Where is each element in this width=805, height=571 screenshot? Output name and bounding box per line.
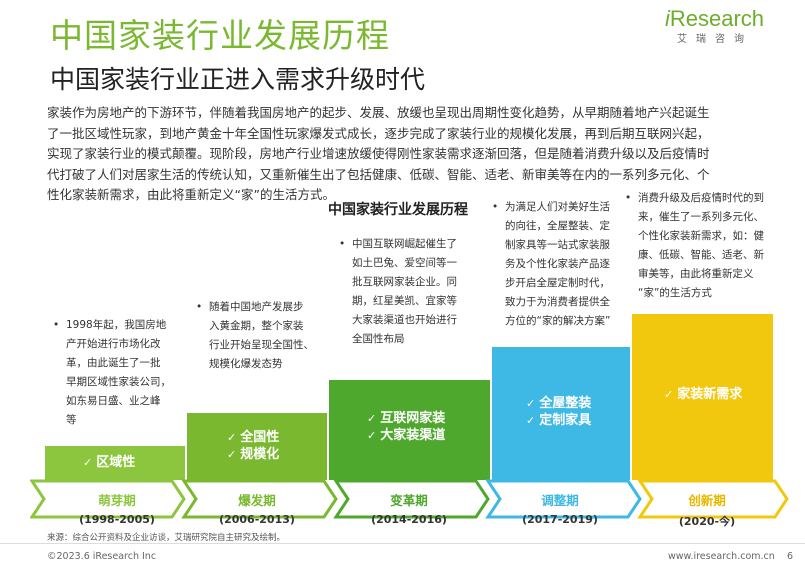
desc-line: 随着中国地产发展步: [209, 301, 304, 313]
desc-line: 期，红星美凯、宜家等: [352, 295, 457, 307]
bullet-dot: •: [53, 319, 60, 331]
period-label-3: (2014-2016): [371, 513, 447, 526]
bar-label-5: ✓ 家装新需求: [664, 387, 743, 402]
desc-line: 消费升级及后疫情时代的到: [638, 192, 764, 204]
page-number: 6: [787, 551, 794, 562]
desc-line: 批互联网家装企业。同: [352, 276, 457, 288]
check-icon: ✓: [227, 431, 237, 444]
arrow-stage-1: [30, 479, 186, 519]
copyright: ©2023.6 iResearch Inc: [47, 551, 157, 562]
desc-line: 等: [66, 414, 77, 426]
desc-line: 审美等，由此将重新定义: [638, 268, 754, 280]
desc-line: 大家装渠道也开始进行: [352, 314, 457, 326]
bullet-dot: •: [196, 301, 203, 313]
intro-line: 家装作为房地产的下游环节，伴随着我国房地产的起步、发展、放缓也呈现出周期性变化趋…: [47, 105, 710, 120]
desc-line: 务及个性化家装产品逐: [505, 258, 610, 270]
desc-line: “家”的生活方式: [638, 287, 712, 299]
source-note: 来源：综合公开资料及企业访谈，艾瑞研究院自主研究及绘制。: [47, 533, 286, 543]
intro-line: 代打破了人们对居家生活的传统认知，又重新催生出了包括健康、低碳、智能、适老、新审…: [47, 166, 710, 182]
desc-line: 早期区域性家装公司，: [66, 376, 171, 388]
intro-line: 了一批区域性玩家，到地产黄金十年全国性玩家爆发式成长，逐步完成了家装行业的规模化…: [47, 125, 710, 141]
bullet-dot: •: [625, 192, 632, 204]
phase-label-5: 创新期: [688, 493, 726, 508]
intro-line: 性化家装新需求，由此将重新定义“家”的生活方式。: [47, 187, 335, 202]
arrow-stage-2: [181, 479, 338, 519]
desc-line: 致力于为消费者提供全: [505, 296, 610, 308]
desc-line: 康、低碳、智能、适老、新: [638, 249, 764, 261]
stage-description-3: • 中国互联网崛起催生了 如土巴兔、爱空间等一 批互联网家装企业。同 期，红星美…: [339, 235, 482, 349]
period-label-1: (1998-2005): [79, 513, 155, 526]
logo-brand: Research: [669, 6, 765, 31]
desc-line: 中国互联网崛起催生了: [352, 238, 457, 250]
arrow-stage-4: [485, 479, 642, 519]
desc-line: 制家具等一站式家装服: [505, 239, 610, 251]
stage-bar-1: ✓ 区域性: [45, 446, 185, 480]
phase-label-2: 爆发期: [238, 493, 276, 508]
check-icon: ✓: [526, 414, 536, 427]
logo-letter-i: i: [665, 6, 670, 31]
iresearch-logo: iResearch 艾瑞咨询: [665, 6, 775, 45]
desc-line: 入黄金期，整个家装: [209, 320, 304, 332]
desc-line: 步开启全屋定制时代，: [505, 277, 610, 289]
logo-tagline: 艾瑞咨询: [677, 34, 753, 45]
desc-line: 的向往，全屋整装、定: [505, 220, 610, 232]
desc-line: 如土巴兔、爱空间等一: [352, 257, 457, 269]
bar-label-1: ✓ 区域性: [83, 455, 136, 470]
period-label-2: (2006-2013): [219, 513, 295, 526]
check-icon: ✓: [367, 412, 377, 425]
check-icon: ✓: [526, 397, 536, 410]
bar-label-3: ✓ 互联网家装 ✓ 大家装渠道: [367, 411, 446, 443]
phase-label-4: 调整期: [541, 493, 579, 508]
stage-bar-4: ✓ 全屋整装 ✓ 定制家具: [492, 347, 630, 480]
intro-line: 实现了家装行业的模式颠覆。现阶段，房地产行业增速放缓使得刚性家装需求逐渐回落，但…: [47, 146, 710, 161]
desc-line: 来，催生了一系列多元化、: [638, 211, 764, 223]
period-label-5: (2020-今): [678, 515, 736, 528]
period-label-4: (2017-2019): [522, 513, 598, 526]
footer-divider: [0, 543, 805, 544]
intro-paragraph: 家装作为房地产的下游环节，伴随着我国房地产的起步、发展、放缓也呈现出周期性变化趋…: [47, 103, 772, 206]
stage-description-4: • 为满足人们对美好生活 的向往，全屋整装、定 制家具等一站式家装服 务及个性化…: [492, 198, 635, 331]
desc-line: 革，由此诞生了一批: [66, 357, 161, 369]
stage-bar-3: ✓ 互联网家装 ✓ 大家装渠道: [329, 380, 490, 480]
bullet-dot: •: [339, 238, 346, 250]
bar-label-4: ✓ 全屋整装 ✓ 定制家具: [526, 396, 592, 428]
bullet-dot: •: [492, 201, 499, 213]
logo-wordmark: iResearch: [665, 6, 775, 32]
timeline-arrows: [30, 479, 789, 519]
timeline-title: 中国家装行业发展历程: [328, 202, 468, 218]
page-subtitle: 中国家装行业正进入需求升级时代: [50, 65, 426, 94]
desc-line: 个性化家装新需求，如：健: [638, 230, 764, 242]
page-title: 中国家装行业发展历程: [50, 16, 390, 55]
check-icon: ✓: [227, 448, 237, 461]
desc-line: 规模化爆发态势: [209, 358, 283, 370]
phase-label-3: 变革期: [390, 493, 428, 508]
stage-description-1: • 1998年起，我国房地 产开始进行市场化改 革，由此诞生了一批 早期区域性家…: [53, 316, 191, 430]
desc-line: 为满足人们对美好生活: [505, 201, 610, 213]
desc-line: 方位的“家的解决方案”: [505, 315, 611, 327]
stage-bar-5: ✓ 家装新需求: [632, 314, 773, 480]
stage-description-5: • 消费升级及后疫情时代的到 来，催生了一系列多元化、 个性化家装新需求，如：健…: [625, 189, 778, 303]
desc-line: 全国性布局: [352, 333, 405, 345]
check-icon: ✓: [664, 388, 674, 401]
desc-line: 产开始进行市场化改: [66, 338, 161, 350]
check-icon: ✓: [83, 456, 93, 469]
stage-bar-2: ✓ 全国性 ✓ 规模化: [187, 413, 327, 480]
check-icon: ✓: [367, 429, 377, 442]
website-link[interactable]: www.iresearch.com.cn: [668, 551, 775, 562]
arrow-stage-3: [333, 479, 490, 519]
desc-line: 1998年起，我国房地: [66, 319, 167, 331]
stage-description-2: • 随着中国地产发展步 入黄金期，整个家装 行业开始呈现全国性、 规模化爆发态势: [196, 298, 329, 374]
phase-label-1: 萌芽期: [98, 493, 136, 508]
bar-label-2: ✓ 全国性 ✓ 规模化: [227, 430, 280, 462]
desc-line: 如东易日盛、业之峰: [66, 395, 161, 407]
desc-line: 行业开始呈现全国性、: [209, 339, 314, 351]
arrow-stage-5: [637, 479, 789, 519]
